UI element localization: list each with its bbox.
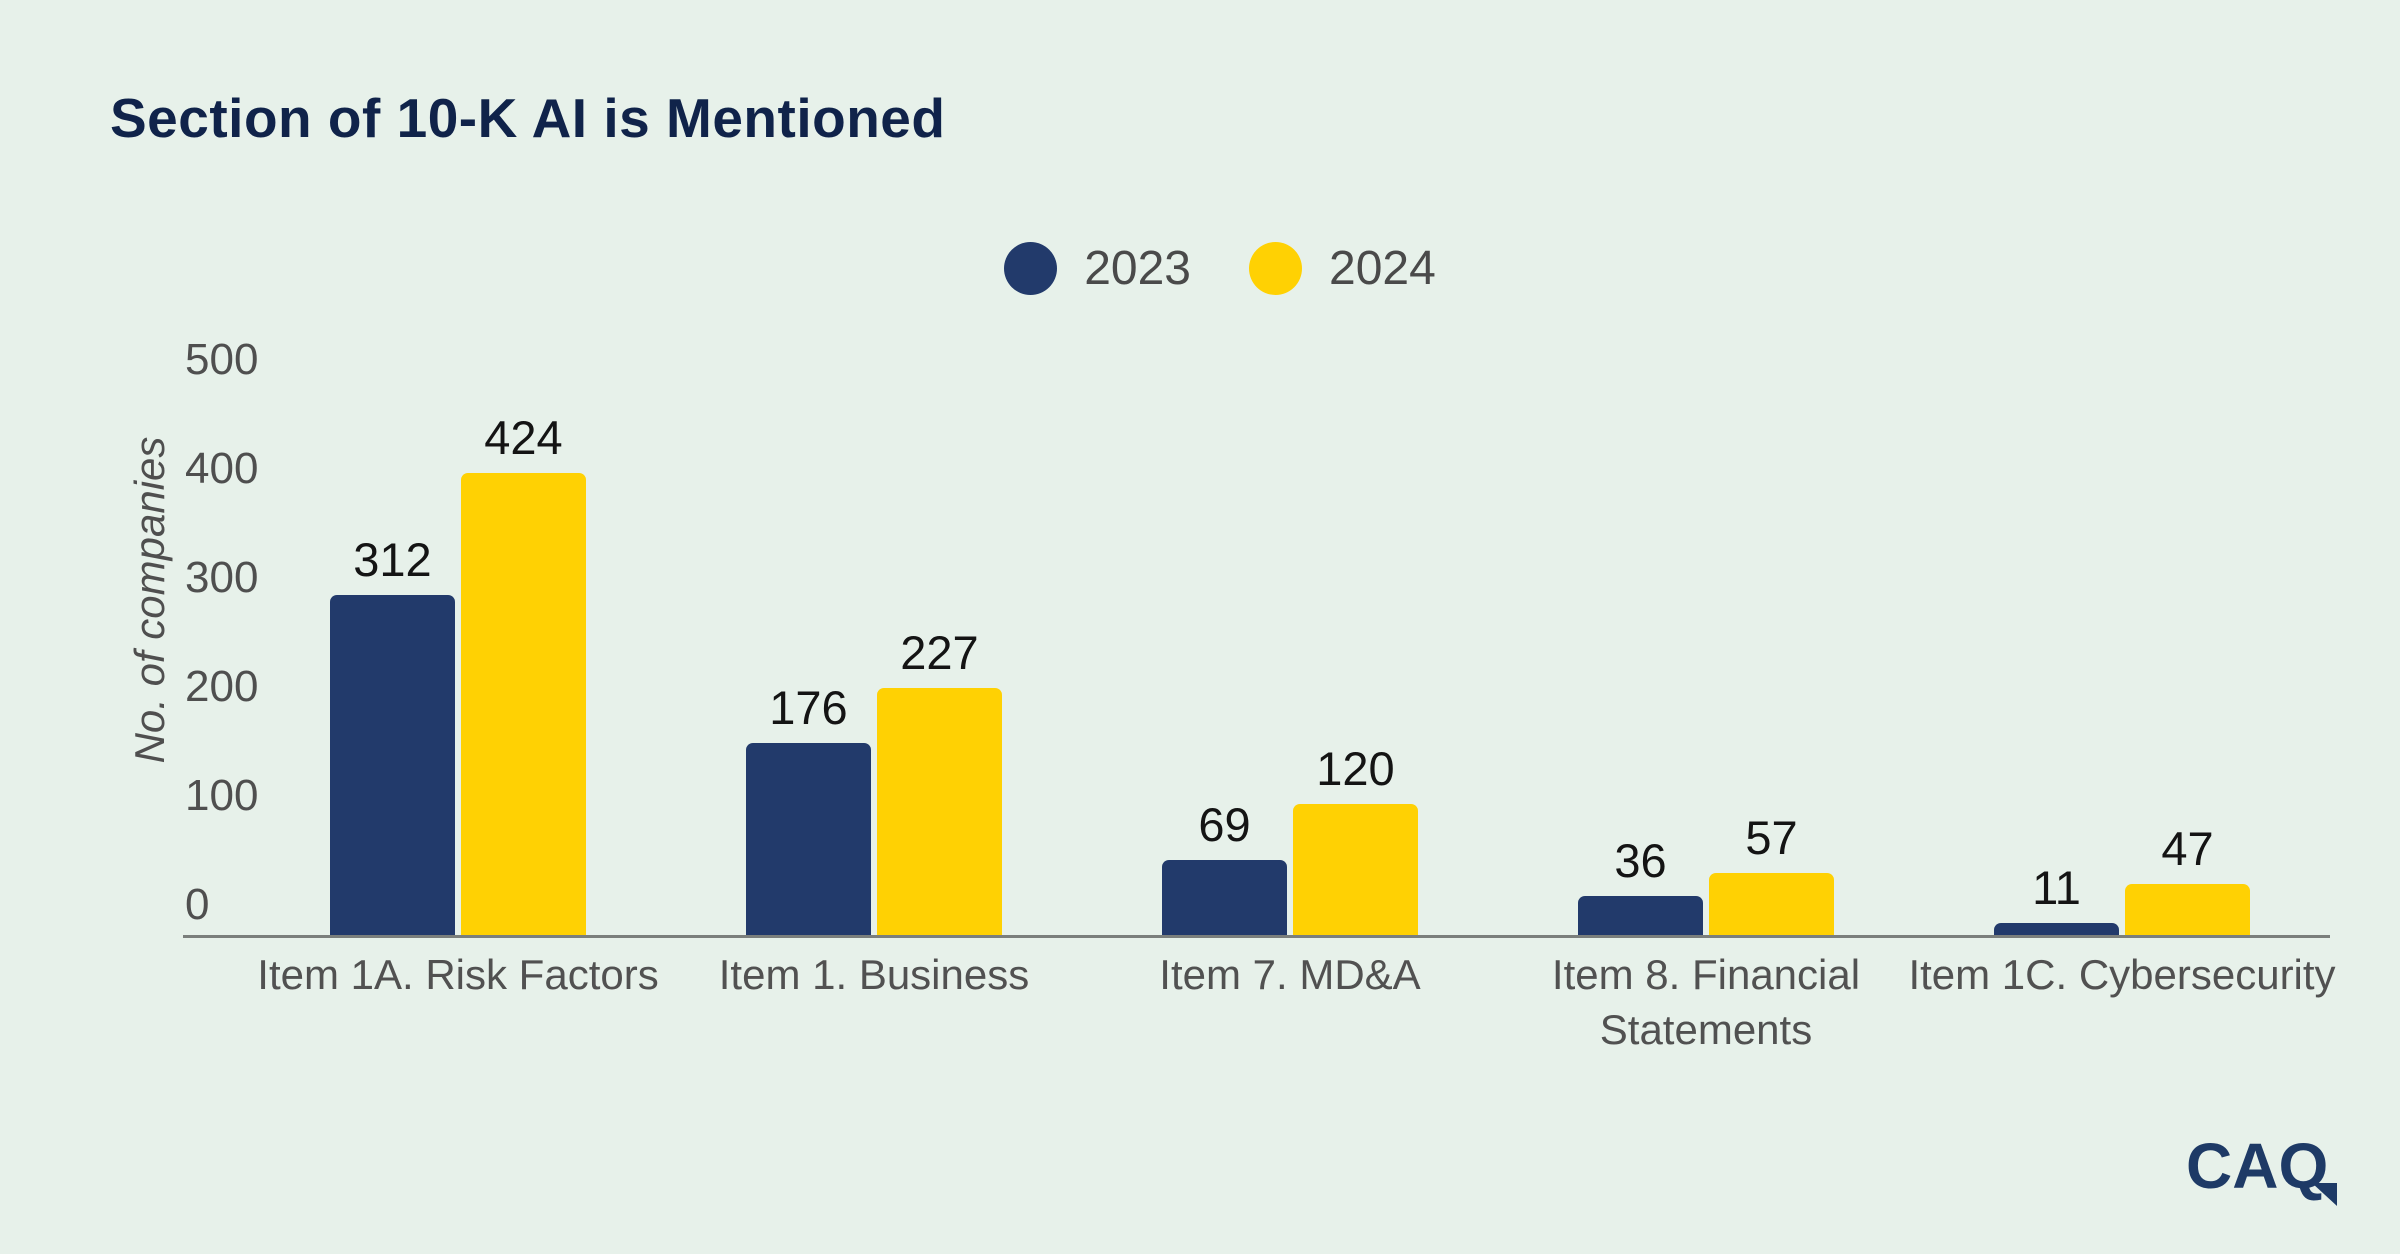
x-axis-category-label-item-7-md-a: Item 7. MD&A — [1159, 951, 1421, 998]
bar-2024-item-8-financial-statements — [1709, 872, 1834, 935]
bar-value-label-2024-item-1a-risk-factors: 424 — [484, 410, 563, 464]
legend-item-2023: 2023 — [1004, 241, 1191, 296]
bar-value-label-2024-item-7-md-a: 120 — [1316, 742, 1395, 796]
bar-2024-item-1-business — [877, 687, 1002, 935]
bar-2024-item-1c-cybersecurity — [2125, 883, 2250, 935]
bar-2023-item-8-financial-statements — [1578, 895, 1703, 935]
x-axis-category-label-item-1a-risk-factors: Item 1A. Risk Factors — [257, 951, 659, 998]
legend-dot-2024-icon — [1249, 242, 1302, 295]
legend: 2023 2024 — [0, 241, 2400, 296]
y-tick-label-100: 100 — [185, 771, 259, 820]
x-axis-category-label-item-8-financial-statements: Item 8. Financial Statements — [1551, 951, 1861, 1053]
plot-area: 0 100 200 300 400 500 312 424 Item 1A. Risk Fact… — [183, 338, 2336, 1053]
bar-value-label-2024-item-8-financial-statements: 57 — [1745, 810, 1798, 864]
y-tick-label-200: 200 — [185, 662, 259, 711]
bar-value-label-2024-item-1-business: 227 — [900, 625, 979, 679]
bar-value-label-2023-item-1a-risk-factors: 312 — [353, 532, 432, 586]
bar-value-label-2023-item-1-business: 176 — [769, 681, 848, 735]
bar-value-label-2023-item-1c-cybersecurity: 11 — [2032, 861, 2081, 915]
x-axis-category-label-item-1-business: Item 1. Business — [718, 951, 1030, 998]
chart-title: Section of 10-K AI is Mentioned — [110, 87, 946, 149]
caq-logo: CAQ — [2186, 1130, 2329, 1202]
x-axis-category-label-item-1c-cybersecurity: Item 1C. Cybersecurity — [1908, 951, 2336, 998]
bar-2023-item-1-business — [746, 743, 871, 935]
bar-value-label-2023-item-7-md-a: 69 — [1198, 797, 1251, 851]
legend-item-2024: 2024 — [1249, 241, 1436, 296]
y-tick-label-500: 500 — [185, 335, 259, 384]
y-tick-label-400: 400 — [185, 444, 259, 493]
legend-label-2024: 2024 — [1329, 242, 1436, 295]
bar-2024-item-7-md-a — [1293, 804, 1418, 935]
y-axis-title: No. of companies — [126, 436, 173, 764]
bar-2024-item-1a-risk-factors — [461, 472, 586, 935]
y-tick-label-0: 0 — [185, 880, 210, 929]
bar-2023-item-1c-cybersecurity — [1994, 923, 2119, 935]
legend-label-2023: 2023 — [1084, 242, 1191, 295]
bar-2023-item-7-md-a — [1162, 859, 1287, 935]
bar-value-label-2024-item-1c-cybersecurity: 47 — [2161, 821, 2214, 875]
y-tick-label-300: 300 — [185, 553, 259, 602]
bar-2023-item-1a-risk-factors — [330, 594, 455, 935]
legend-dot-2023-icon — [1004, 242, 1058, 295]
x-axis-line — [183, 935, 2330, 938]
bar-value-label-2023-item-8-financial-statements: 36 — [1614, 833, 1667, 887]
